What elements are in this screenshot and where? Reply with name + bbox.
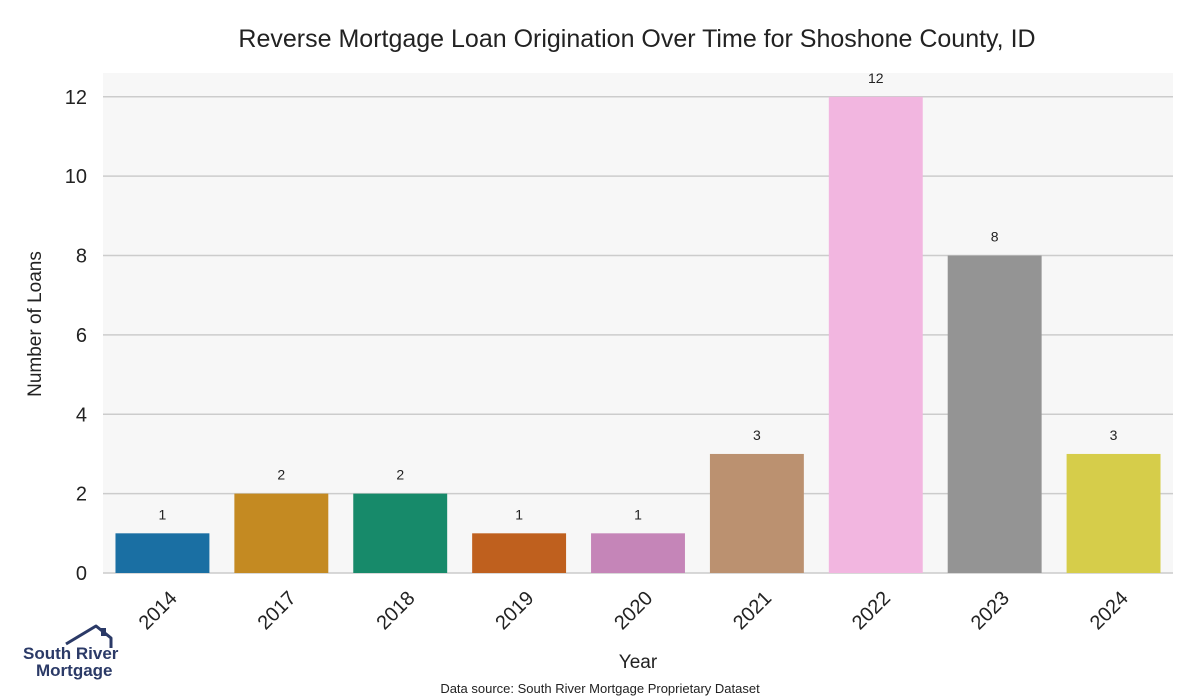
x-tick-label-2020: 2020 [610,587,657,634]
logo-line-2: Mortgage [36,661,113,680]
bar-value-label-2018: 2 [396,467,404,483]
chimney-icon [101,628,106,636]
bar-value-label-2023: 8 [991,229,999,245]
y-tick-label: 8 [76,246,87,268]
y-axis-ticks: 0 2 4 6 8 10 12 [65,87,87,585]
bar-2020 [591,533,685,573]
bar-value-label-2024: 3 [1110,427,1118,443]
x-tick-label-2017: 2017 [254,587,301,634]
x-tick-label-2021: 2021 [729,587,776,634]
bar-value-label-2014: 1 [159,506,167,522]
bar-2019 [472,533,567,573]
bar-2014 [115,533,210,573]
x-tick-label-2023: 2023 [967,587,1014,634]
bar-value-label-2019: 1 [515,506,523,522]
x-axis-label: Year [619,652,658,673]
y-tick-label: 0 [76,563,87,585]
bars [115,96,1161,574]
x-tick-label-2019: 2019 [491,587,538,634]
bar-2018 [353,493,448,573]
bar-value-label-2022: 12 [868,70,884,86]
bar-value-label-2021: 3 [753,427,761,443]
bar-2024 [1066,453,1161,573]
x-tick-label-2022: 2022 [848,587,895,634]
y-axis-label: Number of Loans [25,251,46,397]
y-tick-label: 12 [65,87,87,109]
logo-line-1: South River [23,644,119,663]
bar-2017 [234,493,329,573]
bar-value-label-2017: 2 [277,467,285,483]
bar-2022 [828,96,923,574]
bar-2023 [947,255,1042,574]
logo: South River Mortgage [23,624,119,680]
x-tick-label-2014: 2014 [135,587,182,634]
bar-value-label-2020: 1 [634,506,642,522]
chart-title: Reverse Mortgage Loan Origination Over T… [238,25,1035,53]
x-tick-label-2018: 2018 [372,587,419,634]
y-tick-label: 4 [76,404,87,426]
y-tick-label: 10 [65,166,87,188]
bar-2021 [709,453,804,573]
data-source-note: Data source: South River Mortgage Propri… [440,681,760,696]
x-axis-ticks: 2014 2017 2018 2019 2020 2021 2022 2023 2024 [135,587,1133,634]
y-tick-label: 2 [76,484,87,506]
y-tick-label: 6 [76,325,87,347]
x-tick-label-2024: 2024 [1086,587,1133,634]
